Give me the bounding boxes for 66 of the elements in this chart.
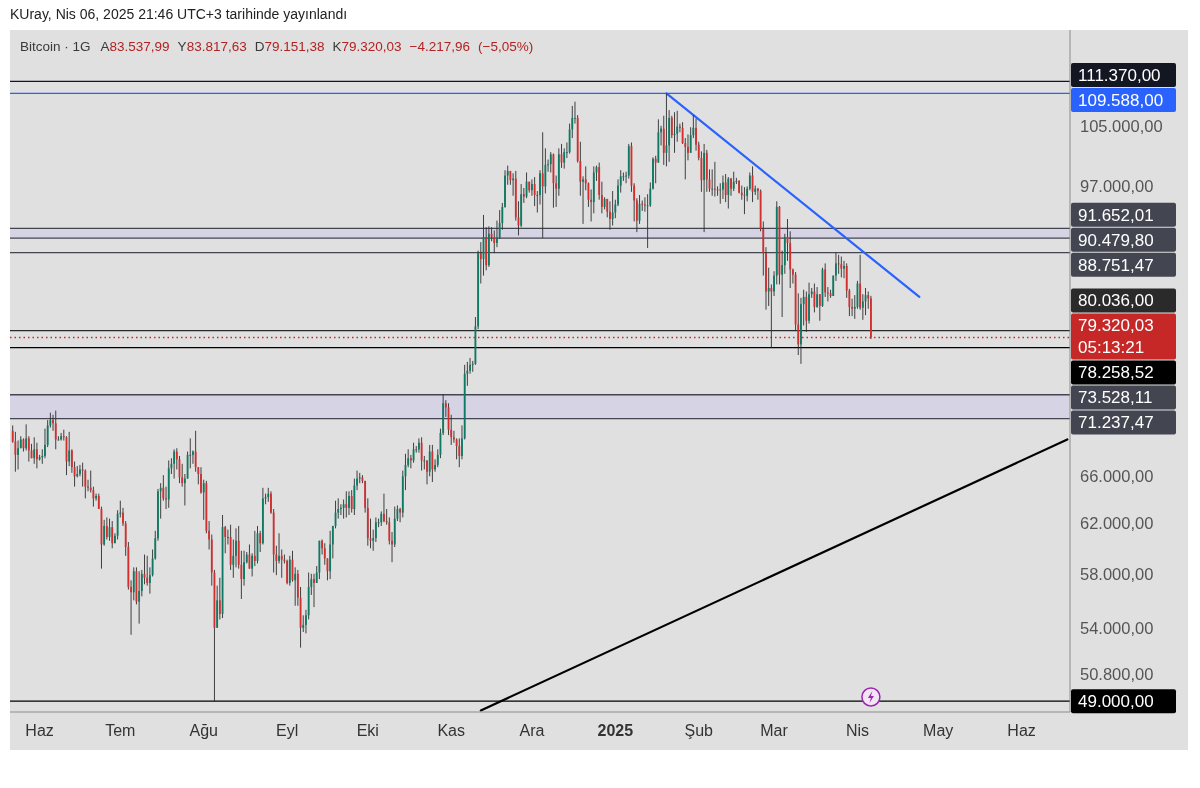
candlestick (302, 614, 305, 633)
candlestick (194, 430, 197, 473)
x-tick-label: Ağu (189, 721, 218, 739)
candlestick (111, 520, 114, 549)
candlestick (727, 176, 730, 209)
ref-line-label: 80.036,00 (1078, 291, 1154, 311)
text: KUray, Nis 06, 2025 21:46 UTC+3 tarihinde yayınlandı (10, 6, 348, 22)
candlestick (431, 444, 434, 483)
candlestick (218, 577, 221, 620)
candlestick (541, 131, 544, 239)
text: Bitcoin · 1G (20, 39, 91, 54)
candlestick (724, 173, 727, 203)
candlestick (173, 448, 176, 480)
y-tick-label: 50.800,00 (1080, 664, 1154, 683)
candlestick (54, 410, 57, 450)
ref-line-label: 79.320,03 05:13:21 (1078, 316, 1154, 358)
candlestick (549, 151, 552, 173)
y-tick-label: 105.000,00 (1080, 116, 1163, 135)
candlestick (383, 493, 385, 523)
candlestick (323, 542, 326, 566)
x-tick-label: Eyl (275, 721, 299, 739)
candlestick (350, 489, 353, 514)
candlestick (824, 262, 827, 298)
y-tick-label: 54.000,00 (1080, 618, 1154, 637)
ref-line-label: 88.751,47 (1078, 255, 1154, 275)
ref-line-label: 91.652,01 (1078, 205, 1154, 225)
candlestick (713, 161, 716, 198)
candlestick (313, 573, 315, 608)
candlestick (348, 490, 350, 516)
x-tick-label: Haz (1007, 721, 1036, 739)
candlestick (76, 465, 79, 478)
candlestick (342, 499, 345, 520)
ref-line-label: 111.370,00 (1078, 65, 1161, 85)
candlestick (420, 436, 423, 472)
x-tick-label: May (923, 721, 954, 739)
x-tick-label: Şub (684, 721, 714, 739)
y-tick-label: 97.000,00 (1080, 176, 1154, 195)
ref-line-label: 73.528,11 (1078, 388, 1153, 408)
x-tick-label: Mar (760, 721, 789, 739)
candlestick (60, 432, 63, 441)
candlestick (288, 555, 291, 587)
ref-line-label: 78.258,52 (1078, 363, 1154, 383)
y-tick-label: 66.000,00 (1080, 467, 1154, 486)
candlestick (722, 175, 724, 200)
y-tick-label: 58.000,00 (1080, 564, 1154, 583)
candlestick (138, 570, 141, 625)
candlestick (286, 559, 289, 585)
x-tick-label: Eki (356, 721, 379, 739)
candlestick (840, 256, 843, 278)
candlestick (641, 200, 644, 212)
x-tick-label: Tem (105, 721, 136, 739)
ref-line-label: 71.237,47 (1078, 413, 1154, 433)
candlestick (622, 172, 625, 182)
x-tick-label: 2025 (597, 721, 634, 739)
candlestick (611, 190, 614, 226)
ref-line-label: 90.479,80 (1078, 230, 1154, 250)
ref-line-label: 49.000,00 (1078, 692, 1154, 712)
x-tick-label: Ara (519, 721, 545, 739)
y-tick-label: 62.000,00 (1080, 514, 1154, 533)
text: A83.537,99 Y83.817,63 D79.151,38 K79.320,03 −4.217,96 (−5,05%) (100, 39, 534, 54)
candlestick (654, 155, 657, 184)
ref-line-label: 109.588,00 (1078, 90, 1164, 110)
x-tick-label: Haz (25, 721, 54, 739)
x-tick-label: Nis (845, 721, 870, 739)
x-tick-label: Kas (437, 721, 466, 739)
candlestick (345, 490, 348, 518)
